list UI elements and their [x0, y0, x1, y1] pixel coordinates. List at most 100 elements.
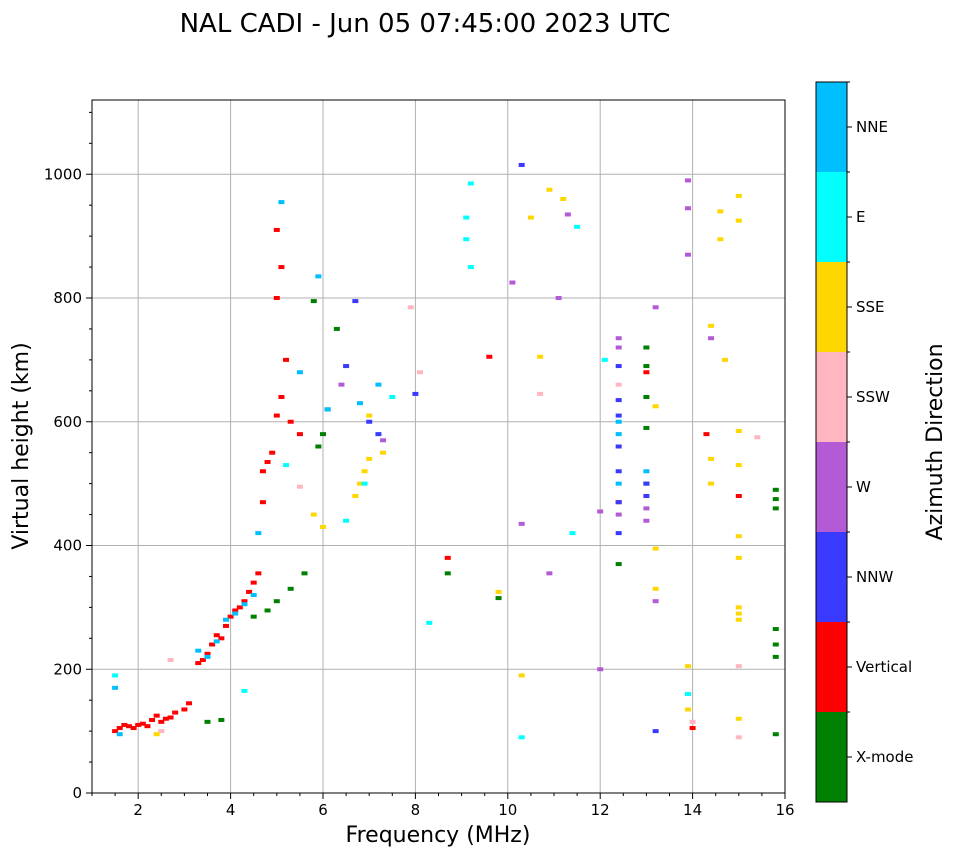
data-point-vertical — [278, 395, 285, 399]
data-point-nne — [112, 685, 119, 690]
x-tick-label: 2 — [133, 801, 143, 819]
data-point-nnw — [615, 413, 622, 418]
x-tick-label: 14 — [683, 801, 702, 819]
chart-title: NAL CADI - Jun 05 07:45:00 2023 UTC — [180, 9, 671, 39]
data-point-e — [426, 620, 433, 625]
data-point-sse — [735, 218, 742, 223]
data-point-nne — [278, 200, 285, 205]
data-point-nne — [255, 531, 262, 536]
data-point-sse — [652, 586, 659, 591]
data-point-nnw — [615, 398, 622, 403]
data-point-vertical — [112, 729, 119, 734]
data-point-vertical — [195, 661, 202, 666]
data-point-e — [569, 531, 576, 536]
data-point-sse — [310, 512, 317, 517]
data-point-e — [463, 237, 470, 242]
x-tick-label: 10 — [498, 801, 517, 819]
data-point-x-mode — [218, 717, 225, 722]
data-point-e — [684, 692, 691, 696]
data-point-sse — [684, 664, 691, 669]
x-axis-label: Frequency (MHz) — [346, 823, 531, 848]
data-point-w — [380, 438, 387, 443]
colorbar-frame — [815, 81, 848, 803]
data-point-ssw — [735, 735, 742, 740]
colorbar-category-label: Vertical — [856, 658, 912, 676]
data-point-x-mode — [287, 586, 294, 591]
data-point-sse — [721, 357, 728, 362]
data-point-sse — [495, 589, 502, 594]
data-point-w — [615, 512, 622, 517]
data-point-vertical — [735, 494, 742, 498]
data-point-x-mode — [772, 732, 779, 737]
data-point-sse — [537, 354, 544, 359]
data-point-e — [574, 224, 581, 229]
data-point-vertical — [204, 651, 211, 656]
data-point-x-mode — [301, 571, 308, 576]
data-point-x-mode — [310, 299, 317, 304]
data-point-nne — [116, 732, 123, 737]
data-point-x-mode — [772, 627, 779, 632]
data-point-w — [652, 599, 659, 604]
x-tick-label: 12 — [591, 801, 610, 819]
data-point-vertical — [273, 296, 280, 300]
y-tick-label: 0 — [72, 784, 82, 802]
data-point-w — [509, 280, 516, 285]
data-point-vertical — [227, 614, 234, 619]
data-point-vertical — [172, 710, 179, 715]
data-point-vertical — [444, 555, 451, 560]
data-point-sse — [735, 611, 742, 616]
data-point-ssw — [735, 664, 742, 669]
data-point-e — [601, 357, 608, 362]
data-point-x-mode — [615, 562, 622, 567]
data-point-sse — [356, 481, 363, 486]
data-point-nne — [232, 611, 239, 616]
data-point-vertical — [273, 227, 280, 232]
data-point-sse — [361, 469, 368, 474]
colorbar-segment — [816, 712, 847, 802]
data-point-sse — [320, 524, 326, 529]
data-point-nnw — [652, 729, 659, 734]
data-point-vertical — [269, 450, 276, 455]
data-point-sse — [684, 707, 691, 712]
data-point-vertical — [246, 589, 253, 594]
y-tick-label: 400 — [53, 537, 82, 555]
data-point-x-mode — [772, 654, 779, 659]
data-point-vertical — [259, 500, 266, 505]
data-point-e — [467, 265, 474, 270]
data-point-e — [112, 673, 119, 678]
axes: 2 4 6 8 10 12 14 16 0 200 400 600 800 1000 — [44, 99, 795, 819]
data-point-vertical — [162, 716, 169, 721]
data-point-x-mode — [643, 395, 650, 399]
data-point-x-mode — [772, 487, 779, 492]
data-point-nnw — [518, 162, 525, 167]
data-point-w — [555, 296, 562, 300]
data-point-nnw — [643, 494, 650, 498]
data-point-nnw — [615, 364, 622, 369]
data-point-vertical — [167, 715, 174, 720]
data-point-vertical — [264, 459, 271, 464]
data-point-sse — [717, 237, 724, 242]
data-point-nnw — [343, 364, 350, 369]
data-point-x-mode — [772, 497, 779, 502]
data-point-w — [684, 206, 691, 211]
data-point-sse — [527, 215, 534, 220]
data-point-x-mode — [273, 599, 280, 604]
colorbar-category-label: E — [856, 208, 865, 226]
data-point-w — [338, 382, 345, 387]
data-point-x-mode — [250, 614, 257, 619]
colorbar-category-label: SSE — [856, 298, 885, 316]
x-tick-label: 8 — [411, 801, 421, 819]
data-point-w — [518, 521, 525, 526]
data-point-sse — [735, 429, 742, 434]
data-point-sse — [546, 187, 553, 192]
data-point-x-mode — [204, 719, 211, 724]
data-point-vertical — [255, 571, 262, 576]
data-point-w — [643, 518, 650, 523]
data-point-vertical — [241, 599, 248, 604]
data-point-ssw — [407, 305, 414, 310]
data-point-x-mode — [643, 364, 650, 369]
data-point-sse — [518, 673, 525, 678]
data-point-vertical — [689, 726, 696, 731]
data-point-sse — [560, 197, 567, 201]
data-point-vertical — [236, 605, 243, 610]
